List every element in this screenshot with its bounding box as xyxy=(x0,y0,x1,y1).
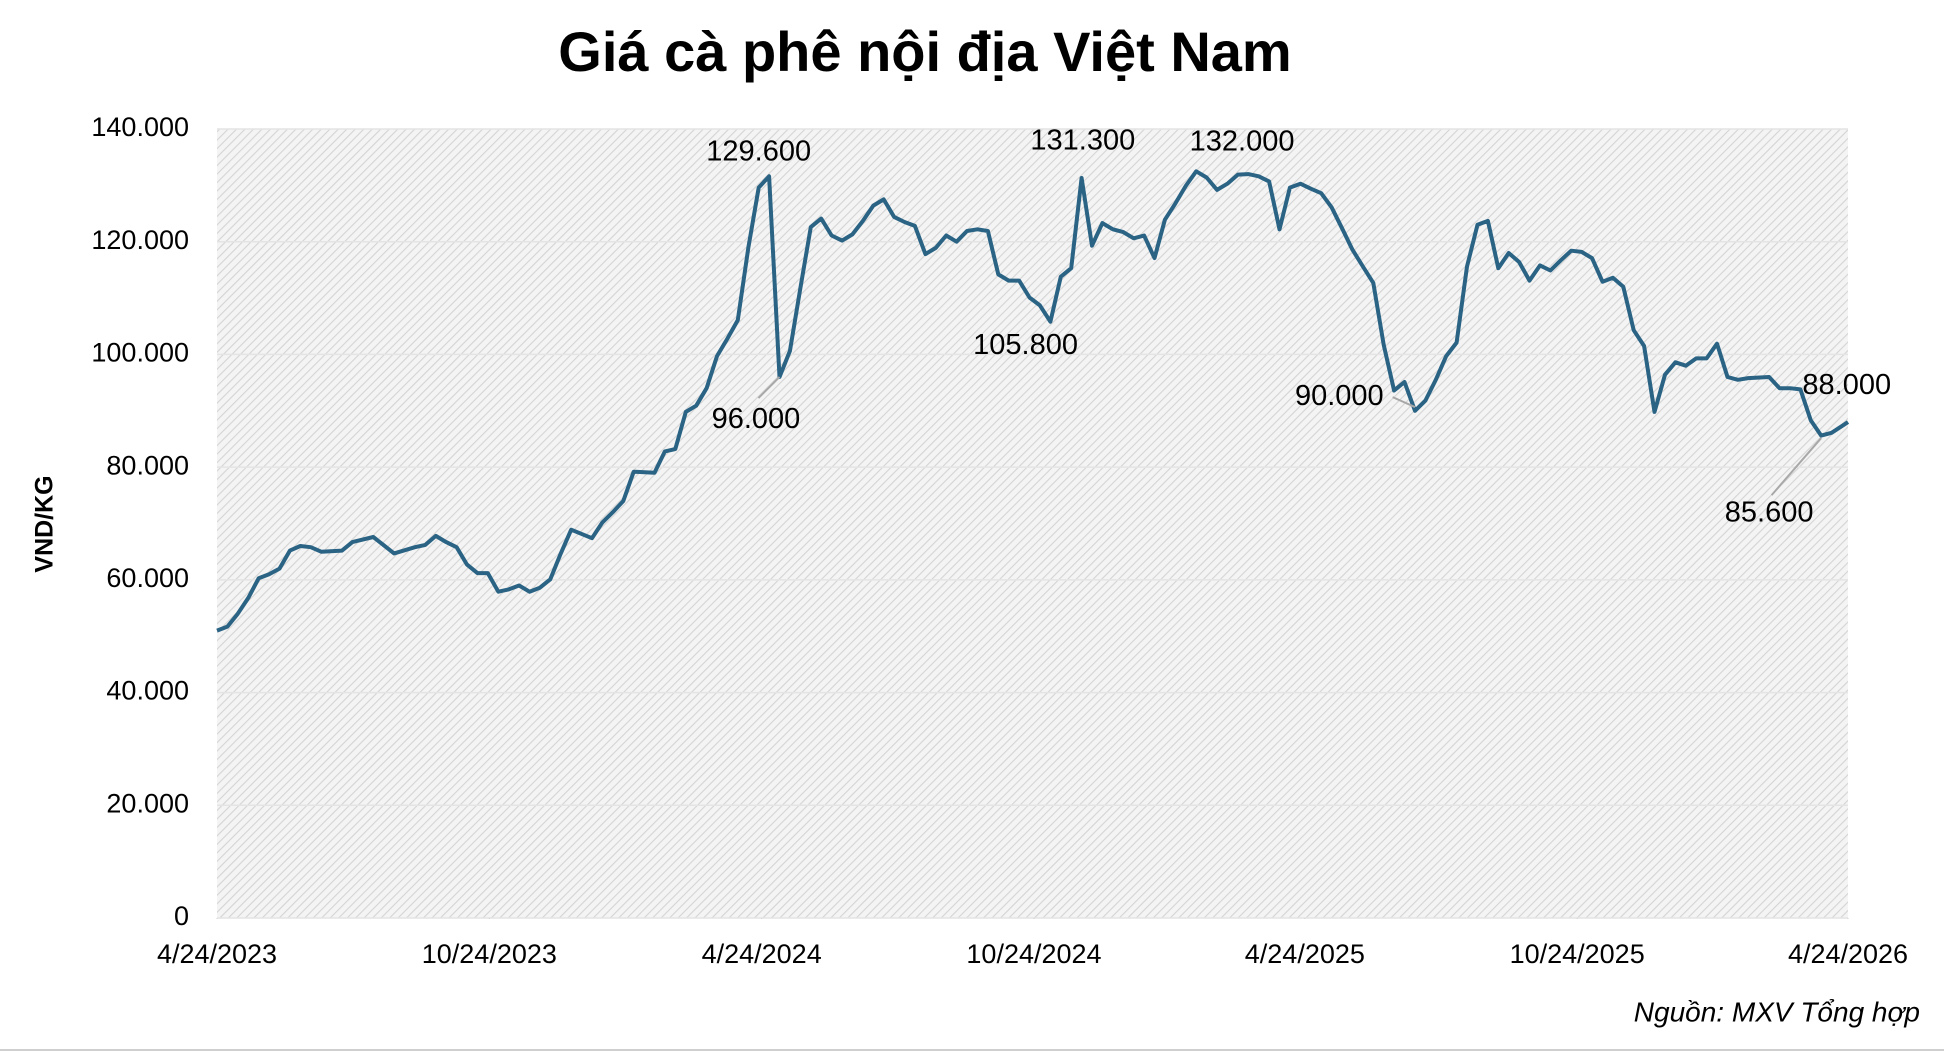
chart-title: Giá cà phê nội địa Việt Nam xyxy=(558,20,1291,83)
annotation: 129.600 xyxy=(706,136,811,168)
annotation: 132.000 xyxy=(1190,126,1295,158)
x-tick-label: 4/24/2025 xyxy=(1245,939,1365,969)
x-tick-label: 4/24/2023 xyxy=(157,939,277,969)
x-tick-label: 4/24/2026 xyxy=(1788,939,1908,969)
y-tick-label: 20.000 xyxy=(106,788,189,818)
x-tick-label: 4/24/2024 xyxy=(702,939,822,969)
y-tick-label: 120.000 xyxy=(91,225,189,255)
leader-line xyxy=(1392,396,1416,408)
x-tick-label: 10/24/2024 xyxy=(966,939,1101,969)
annotation: 105.800 xyxy=(973,329,1078,361)
leader-line xyxy=(1770,437,1822,496)
leader-line xyxy=(757,376,781,399)
annotation: 88.000 xyxy=(1802,369,1891,401)
y-tick-label: 140.000 xyxy=(91,112,189,142)
annotation: 96.000 xyxy=(712,403,801,435)
annotation: 90.000 xyxy=(1295,380,1384,412)
x-tick-label: 10/24/2023 xyxy=(422,939,557,969)
annotation: 85.600 xyxy=(1725,496,1814,528)
y-tick-label: 100.000 xyxy=(91,338,189,368)
y-tick-label: 40.000 xyxy=(106,676,189,706)
y-axis-label: VND/KG xyxy=(31,475,59,572)
source: Nguồn: MXV Tổng hợp xyxy=(1634,996,1920,1027)
price-line xyxy=(216,169,1850,633)
x-tick-label: 10/24/2025 xyxy=(1510,939,1645,969)
y-tick-label: 60.000 xyxy=(106,563,189,593)
y-tick-label: 0 xyxy=(174,901,189,931)
y-tick-label: 80.000 xyxy=(106,450,189,480)
plot-area xyxy=(217,129,1848,918)
annotation: 131.300 xyxy=(1030,125,1135,157)
